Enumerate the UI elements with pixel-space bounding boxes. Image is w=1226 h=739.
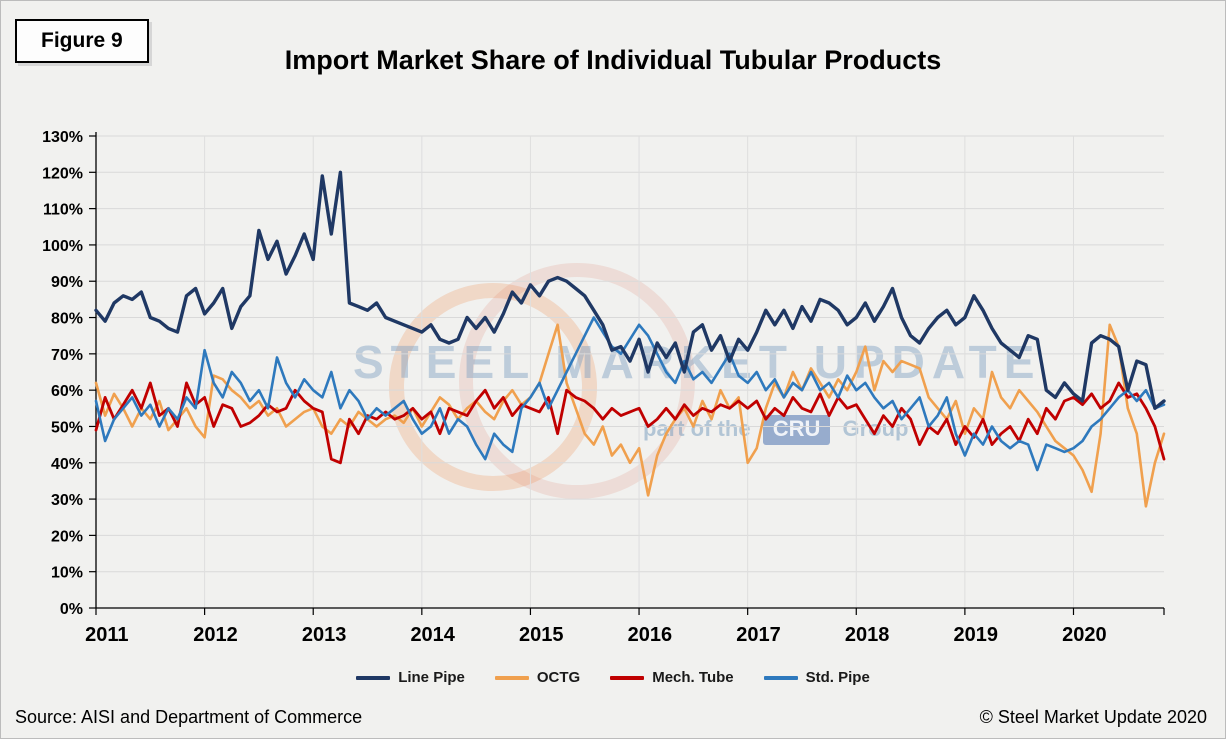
svg-text:40%: 40% xyxy=(51,456,83,473)
svg-text:2020: 2020 xyxy=(1062,624,1107,646)
legend-octg-swatch-icon xyxy=(494,675,529,680)
legend-item-mech-tube: Mech. Tube xyxy=(610,669,734,686)
legend-std-pipe-swatch-icon xyxy=(763,675,798,680)
chart-title: Import Market Share of Individual Tubula… xyxy=(284,45,942,75)
svg-text:110%: 110% xyxy=(43,202,83,219)
legend-mech-tube-label: Mech. Tube xyxy=(652,669,734,686)
legend-line-pipe-swatch-icon xyxy=(356,675,391,680)
svg-text:2012: 2012 xyxy=(193,624,238,646)
svg-text:90%: 90% xyxy=(51,274,83,291)
svg-text:2019: 2019 xyxy=(953,624,998,646)
copyright-note: © Steel Market Update 2020 xyxy=(979,707,1207,727)
svg-text:2015: 2015 xyxy=(519,624,564,646)
svg-text:100%: 100% xyxy=(42,238,83,255)
svg-text:2011: 2011 xyxy=(85,624,128,646)
legend-item-std-pipe: Std. Pipe xyxy=(763,669,870,686)
line-chart-plot: 0% 10% 20% 30% 40% 50% 60% 70% 80% 90% 100% 110% 120… xyxy=(42,129,1166,646)
svg-text:2014: 2014 xyxy=(410,624,455,646)
legend-item-octg: OCTG xyxy=(494,669,581,686)
svg-text:20%: 20% xyxy=(51,528,83,545)
svg-text:120%: 120% xyxy=(42,165,83,182)
svg-text:50%: 50% xyxy=(51,419,83,436)
svg-text:130%: 130% xyxy=(42,129,83,146)
svg-text:70%: 70% xyxy=(51,347,83,364)
svg-text:2017: 2017 xyxy=(736,624,781,646)
figure-label: Figure 9 xyxy=(15,19,149,63)
source-note: Source: AISI and Department of Commerce xyxy=(15,707,363,727)
legend-std-pipe-label: Std. Pipe xyxy=(805,669,870,686)
svg-text:2013: 2013 xyxy=(302,624,347,646)
svg-text:30%: 30% xyxy=(51,492,83,509)
svg-text:0%: 0% xyxy=(60,601,83,618)
legend-item-line-pipe: Line Pipe xyxy=(356,669,465,686)
legend-mech-tube-swatch-icon xyxy=(610,675,645,680)
svg-text:2016: 2016 xyxy=(628,624,673,646)
legend-octg-label: OCTG xyxy=(536,669,581,686)
svg-text:60%: 60% xyxy=(51,383,83,400)
svg-text:80%: 80% xyxy=(51,311,83,328)
svg-text:2018: 2018 xyxy=(845,624,890,646)
chart-legend: Line Pipe OCTG Mech. Tube Std. Pipe xyxy=(1,669,1225,686)
svg-text:10%: 10% xyxy=(51,565,83,582)
legend-line-pipe-label: Line Pipe xyxy=(398,669,465,686)
